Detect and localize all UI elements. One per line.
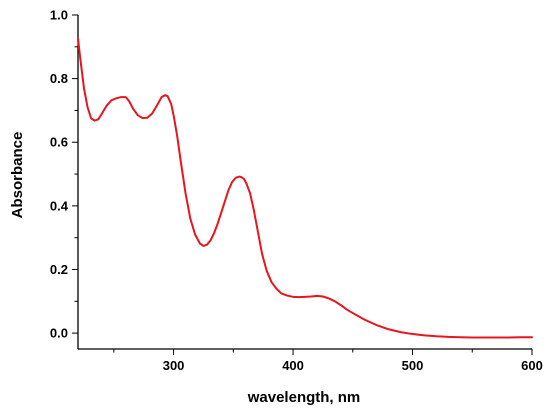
y-axis-title: Absorbance xyxy=(9,132,26,219)
y-tick-label: 0.8 xyxy=(50,71,68,86)
tick-labels: 300 400 500 600 0.0 0.2 0.4 0.6 0.8 1.0 xyxy=(50,8,543,374)
axes xyxy=(77,15,532,350)
y-tick-label: 1.0 xyxy=(50,8,68,23)
x-tick-label: 600 xyxy=(521,358,543,373)
x-tick-label: 400 xyxy=(282,358,304,373)
y-tick-label: 0.6 xyxy=(50,135,68,150)
series-layer xyxy=(77,37,533,339)
y-tick-label: 0.0 xyxy=(50,326,68,341)
y-tick-label: 0.4 xyxy=(50,198,69,213)
ticks xyxy=(72,14,533,355)
x-axis-title: wavelength, nm xyxy=(247,389,361,406)
x-tick-label: 300 xyxy=(163,358,185,373)
y-tick-label: 0.2 xyxy=(50,262,68,277)
x-tick-label: 500 xyxy=(402,358,424,373)
series-line-1 xyxy=(77,37,533,339)
